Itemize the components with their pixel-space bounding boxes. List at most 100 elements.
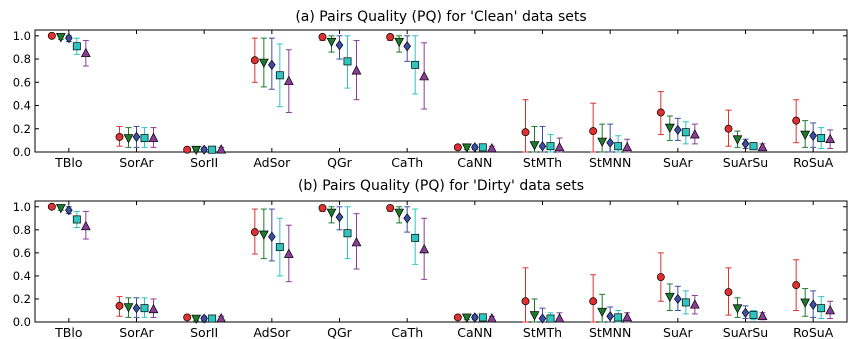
data-point [521,297,530,306]
data-point [140,304,149,313]
series-2 [65,33,817,155]
data-point [486,143,497,153]
data-point [689,129,700,139]
data-point [606,311,614,322]
data-point [597,137,608,148]
x-tick-label: SuAr [663,325,693,339]
data-point [461,143,472,153]
data-point [792,281,801,290]
data-point [326,208,337,219]
x-tick-label: StMNN [589,155,631,170]
data-point [343,57,352,66]
data-point [622,311,633,322]
data-point [809,130,817,141]
data-point [411,60,420,69]
series-4 [80,39,836,154]
data-point [386,203,395,212]
data-point [614,142,623,151]
data-point [800,298,811,308]
data-point [65,33,73,44]
data-point [72,42,81,51]
x-tick-label: CaNN [457,155,492,170]
data-point [597,307,608,318]
y-tick-label: 0.8 [13,52,31,66]
y-tick-label: 0.4 [13,99,31,113]
x-tick-label: CaNN [457,325,492,339]
data-point [65,205,73,216]
data-point [757,310,768,321]
data-point [326,37,337,48]
data-point [200,144,208,155]
data-point [656,108,665,117]
series-1 [55,204,811,325]
data-point [250,228,259,237]
data-point [258,58,269,69]
data-point [80,220,91,231]
data-point [546,142,555,151]
data-point [674,293,682,305]
x-tick-label: CaTh [391,155,423,170]
data-point [521,128,530,137]
data-point [554,141,565,152]
y-tick-label: 0.4 [13,269,31,283]
data-point [589,297,598,306]
y-tick-label: 0.2 [13,122,31,136]
data-point [80,47,91,58]
series-3 [72,35,826,154]
data-point [351,236,362,247]
x-tick-label: SorAr [119,325,154,339]
chart-title: (b) Pairs Quality (PQ) for 'Dirty' data … [298,178,584,194]
data-point [792,116,801,125]
y-tick-label: 0.0 [13,315,31,329]
data-point [817,304,826,313]
data-point [343,229,352,238]
series-0 [47,202,801,323]
x-tick-label: SuArSu [723,155,768,170]
plot-frame [34,200,848,323]
data-point [419,70,430,81]
data-point [554,313,565,323]
series-4 [80,210,836,323]
data-point [656,273,665,282]
data-point [538,313,547,324]
y-tick-label: 0.0 [13,145,31,159]
x-tick-label: StMTh [523,325,562,339]
data-point [250,56,259,65]
data-point [318,203,327,212]
series-3 [72,206,826,323]
data-point [681,128,690,137]
y-tick-label: 1.0 [13,29,31,43]
data-point [191,314,202,325]
data-point [471,312,479,323]
data-point [335,212,344,223]
data-point [471,142,479,153]
x-tick-label: CaTh [391,325,423,339]
data-point [546,314,555,323]
data-point [817,134,826,143]
data-point [419,243,430,254]
data-point [809,299,817,310]
data-point [183,313,192,322]
data-point [403,213,411,224]
data-point [529,141,540,151]
data-point [191,145,202,156]
data-point [283,248,294,258]
data-point [148,132,159,142]
data-point [318,33,327,41]
data-point [200,313,208,324]
x-tick-label: TBlo [54,325,82,339]
x-tick-label: AdSor [253,325,291,339]
chart-panel-0: (a) Pairs Quality (PQ) for 'Clean' data … [13,9,848,170]
data-point [148,303,159,314]
data-point [275,71,284,80]
x-tick-label: SorII [190,155,218,170]
data-point [208,314,217,323]
data-point [825,304,836,315]
x-tick-label: AdSor [253,155,291,170]
data-point [724,288,733,296]
data-point [589,127,598,136]
data-point [283,75,294,85]
data-point [724,124,733,133]
data-point [115,301,124,310]
